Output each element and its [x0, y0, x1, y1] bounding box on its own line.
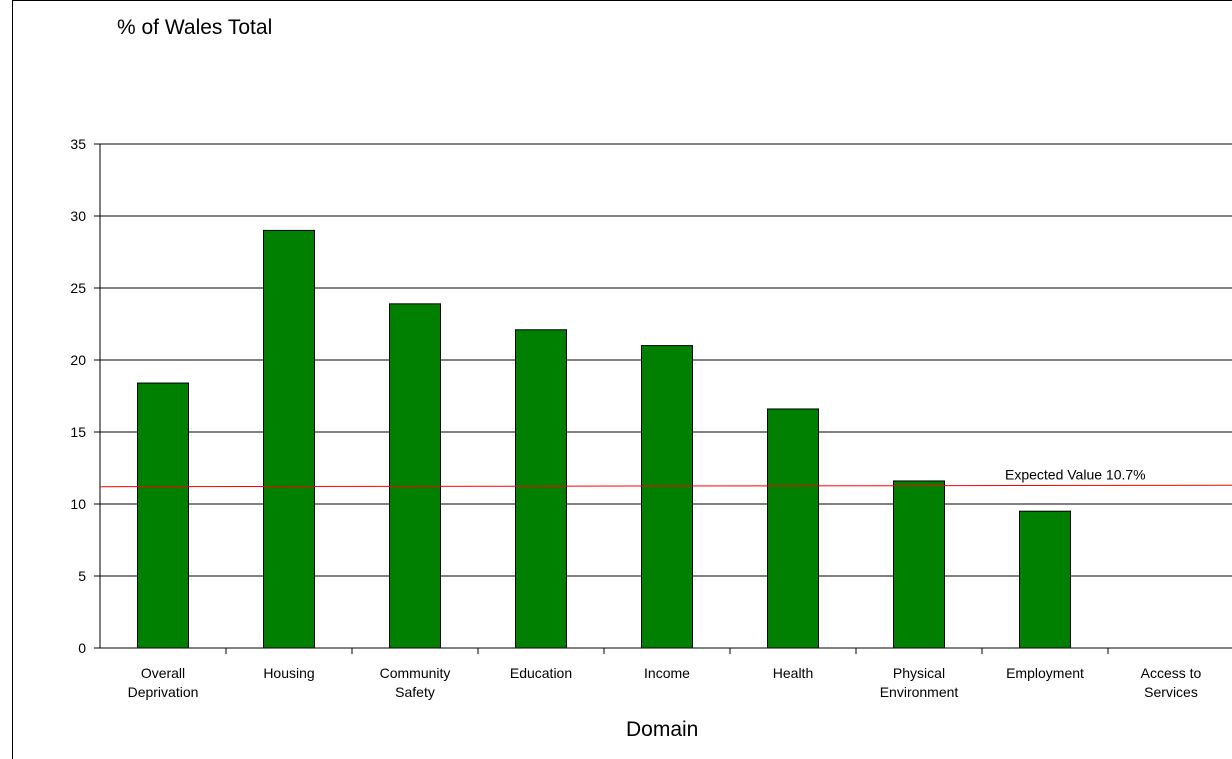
- y-tick-label: 10: [70, 496, 86, 512]
- bar: [263, 229, 315, 649]
- x-tick-label: Access to: [1141, 665, 1202, 681]
- reference-line-label: Expected Value 10.7%: [1005, 466, 1146, 482]
- x-tick-label: Deprivation: [128, 684, 199, 700]
- x-tick-label: Overall: [141, 665, 185, 681]
- x-tick-label: Community: [380, 665, 451, 681]
- x-tick-label: Income: [644, 665, 690, 681]
- x-tick-label: Safety: [395, 684, 435, 700]
- bar: [1019, 510, 1071, 649]
- y-axis-title: % of Wales Total: [117, 16, 273, 39]
- x-tick-label: Education: [510, 665, 572, 681]
- y-tick-label: 15: [70, 424, 86, 440]
- chart-frame: [12, 0, 1232, 759]
- x-tick-label: Physical: [893, 665, 945, 681]
- bar: [389, 303, 441, 649]
- y-tick-label: 35: [70, 136, 86, 152]
- axes: [94, 143, 1232, 654]
- bar: [515, 329, 567, 649]
- x-axis-title: Domain: [626, 718, 699, 741]
- bar: [767, 408, 819, 649]
- x-tick-label: Services: [1144, 684, 1198, 700]
- tick-labels: 0 5 10 15 20 25 30 35 Overall Deprivation Housing C…: [70, 136, 1201, 700]
- y-tick-label: 30: [70, 208, 86, 224]
- bar: [641, 345, 693, 649]
- bar: [893, 480, 945, 649]
- bars: [137, 229, 1071, 649]
- reference-line: [99, 484, 1232, 488]
- x-tick-label: Employment: [1006, 665, 1084, 681]
- y-tick-label: 25: [70, 280, 86, 296]
- expected-value-line: [99, 484, 1232, 488]
- y-tick-label: 20: [70, 352, 86, 368]
- x-tick-label: Housing: [263, 665, 314, 681]
- x-tick-label: Environment: [880, 684, 959, 700]
- y-tick-label: 0: [78, 640, 86, 656]
- bar: [137, 382, 189, 649]
- y-tick-label: 5: [78, 568, 86, 584]
- x-tick-label: Health: [773, 665, 813, 681]
